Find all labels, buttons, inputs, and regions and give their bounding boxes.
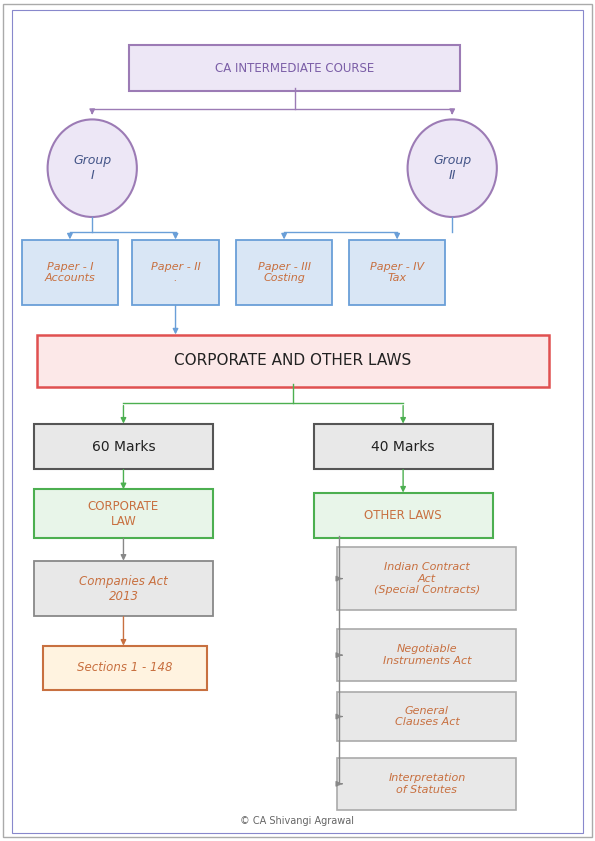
FancyBboxPatch shape (236, 240, 332, 305)
FancyBboxPatch shape (129, 45, 460, 91)
FancyBboxPatch shape (314, 424, 493, 469)
Text: Sections 1 - 148: Sections 1 - 148 (77, 661, 173, 674)
Ellipse shape (408, 119, 497, 217)
FancyBboxPatch shape (349, 240, 445, 305)
Text: Paper - III
Costing: Paper - III Costing (258, 262, 311, 283)
FancyBboxPatch shape (337, 629, 516, 681)
FancyBboxPatch shape (3, 4, 592, 837)
Text: CORPORATE AND OTHER LAWS: CORPORATE AND OTHER LAWS (174, 353, 412, 368)
Text: Negotiable
Instruments Act: Negotiable Instruments Act (383, 644, 471, 666)
FancyBboxPatch shape (337, 547, 516, 610)
Text: CORPORATE
LAW: CORPORATE LAW (88, 500, 159, 528)
Text: Indian Contract
Act
(Special Contracts): Indian Contract Act (Special Contracts) (374, 562, 480, 595)
Text: Paper - II
.: Paper - II . (151, 262, 201, 283)
FancyBboxPatch shape (132, 240, 219, 305)
FancyBboxPatch shape (337, 758, 516, 810)
FancyBboxPatch shape (43, 646, 207, 690)
FancyBboxPatch shape (37, 335, 549, 387)
FancyBboxPatch shape (34, 489, 213, 538)
Text: 60 Marks: 60 Marks (92, 440, 155, 453)
Text: OTHER LAWS: OTHER LAWS (364, 509, 442, 522)
FancyBboxPatch shape (34, 424, 213, 469)
Text: Paper - I
Accounts: Paper - I Accounts (45, 262, 95, 283)
FancyBboxPatch shape (337, 692, 516, 741)
FancyBboxPatch shape (314, 493, 493, 538)
Text: Group
I: Group I (73, 154, 111, 182)
Text: 40 Marks: 40 Marks (371, 440, 435, 453)
Text: Interpretation
of Statutes: Interpretation of Statutes (389, 773, 465, 795)
Text: Companies Act
2013: Companies Act 2013 (79, 574, 168, 603)
Text: © CA Shivangi Agrawal: © CA Shivangi Agrawal (240, 816, 355, 826)
Ellipse shape (48, 119, 137, 217)
Text: Paper - IV
Tax: Paper - IV Tax (370, 262, 424, 283)
FancyBboxPatch shape (34, 561, 213, 616)
Text: Group
II: Group II (433, 154, 471, 182)
Text: General
Clauses Act: General Clauses Act (394, 706, 459, 727)
Text: CA INTERMEDIATE COURSE: CA INTERMEDIATE COURSE (215, 61, 374, 75)
FancyBboxPatch shape (22, 240, 118, 305)
